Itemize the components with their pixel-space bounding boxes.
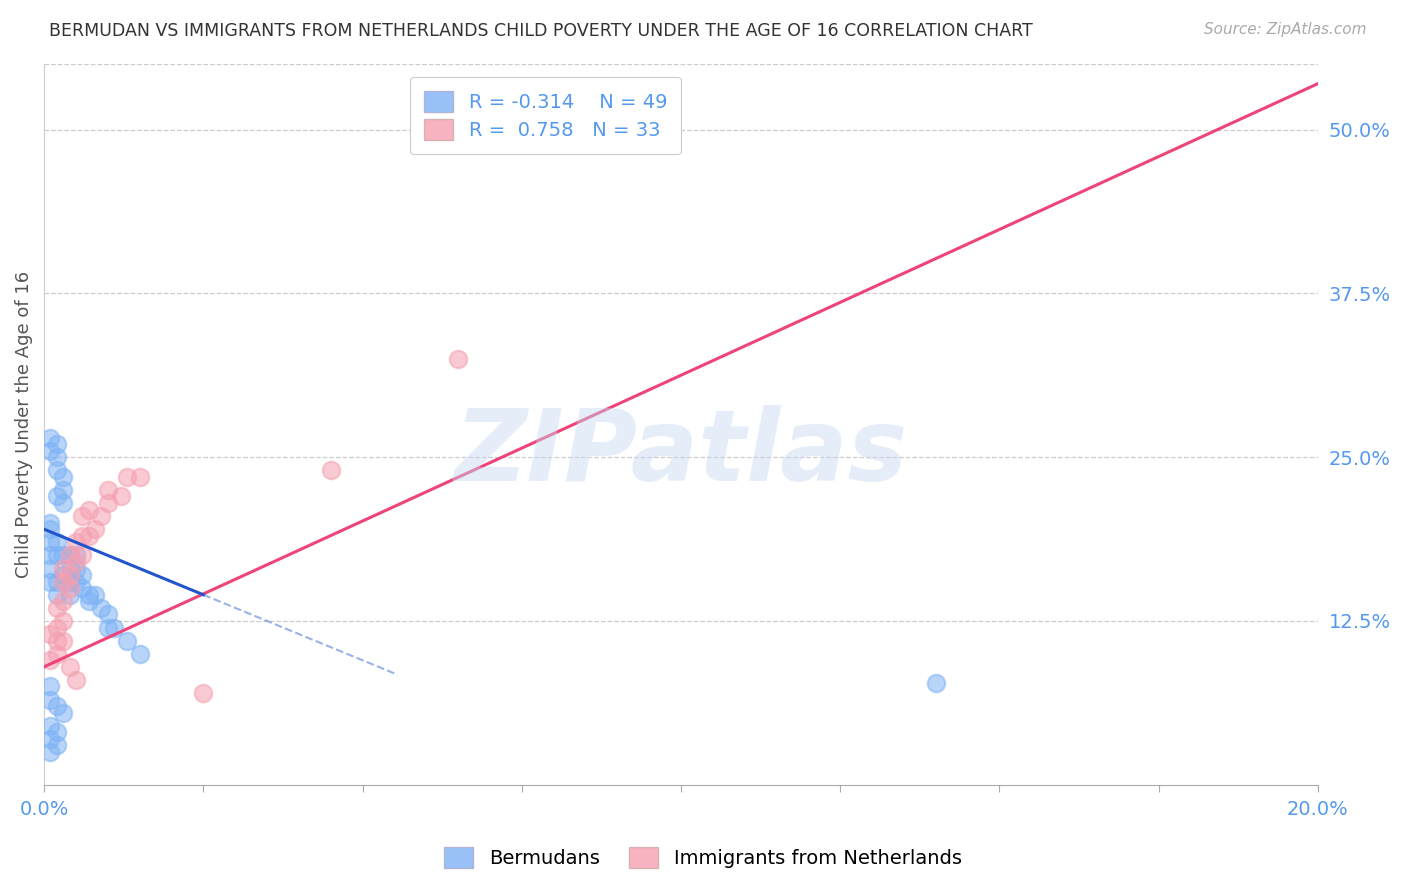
Point (58, 574, 80, 589)
Point (103, 620, 125, 634)
Point (52, 706, 75, 720)
Point (45, 633, 67, 648)
Text: BERMUDAN VS IMMIGRANTS FROM NETHERLANDS CHILD POVERTY UNDER THE AGE OF 16 CORREL: BERMUDAN VS IMMIGRANTS FROM NETHERLANDS … (49, 22, 1033, 40)
Point (65, 549, 87, 563)
Point (58, 561, 80, 575)
Point (45, 588, 67, 602)
Point (447, 351, 470, 366)
Point (39, 627, 62, 641)
Point (39, 692, 62, 706)
Point (52, 496, 75, 510)
Point (45, 574, 67, 589)
Point (45, 450, 67, 465)
Point (72, 581, 94, 595)
Point (45, 699, 67, 714)
Point (39, 443, 62, 458)
Point (97, 620, 120, 634)
Point (128, 647, 150, 661)
Point (115, 633, 138, 648)
Point (110, 490, 132, 504)
Point (45, 549, 67, 563)
Point (58, 660, 80, 674)
Point (39, 430, 62, 444)
Point (52, 574, 75, 589)
Point (77, 502, 100, 516)
Point (45, 535, 67, 549)
Point (45, 739, 67, 753)
Point (77, 529, 100, 543)
Point (77, 594, 100, 608)
Point (72, 509, 94, 524)
Point (45, 600, 67, 615)
Point (52, 633, 75, 648)
Point (72, 549, 94, 563)
Point (52, 470, 75, 484)
Point (45, 490, 67, 504)
Point (924, 675, 946, 690)
Legend: Bermudans, Immigrants from Netherlands: Bermudans, Immigrants from Netherlands (434, 838, 972, 878)
Point (45, 463, 67, 477)
Point (39, 731, 62, 746)
Point (45, 725, 67, 739)
Point (45, 437, 67, 451)
Point (39, 516, 62, 530)
Point (128, 470, 150, 484)
Point (39, 745, 62, 759)
Point (39, 535, 62, 549)
Point (97, 483, 120, 497)
Y-axis label: Child Poverty Under the Age of 16: Child Poverty Under the Age of 16 (15, 271, 32, 578)
Point (65, 535, 87, 549)
Point (84, 522, 107, 536)
Point (97, 607, 120, 622)
Point (65, 673, 87, 687)
Point (77, 588, 100, 602)
Point (52, 561, 75, 575)
Point (52, 614, 75, 628)
Point (39, 522, 62, 536)
Point (39, 561, 62, 575)
Point (39, 719, 62, 733)
Point (97, 496, 120, 510)
Point (115, 470, 138, 484)
Legend: R = -0.314    N = 49, R =  0.758   N = 33: R = -0.314 N = 49, R = 0.758 N = 33 (411, 78, 681, 153)
Point (39, 574, 62, 589)
Point (39, 549, 62, 563)
Point (84, 588, 107, 602)
Point (52, 549, 75, 563)
Point (58, 568, 80, 582)
Point (52, 568, 75, 582)
Point (193, 686, 215, 700)
Point (319, 463, 342, 477)
Text: ZIPatlas: ZIPatlas (454, 405, 907, 501)
Point (65, 561, 87, 575)
Point (72, 529, 94, 543)
Point (39, 653, 62, 667)
Point (90, 509, 112, 524)
Point (45, 620, 67, 634)
Point (58, 588, 80, 602)
Point (52, 483, 75, 497)
Point (65, 574, 87, 589)
Point (65, 555, 87, 569)
Point (52, 594, 75, 608)
Point (58, 549, 80, 563)
Text: Source: ZipAtlas.com: Source: ZipAtlas.com (1204, 22, 1367, 37)
Point (58, 581, 80, 595)
Point (72, 568, 94, 582)
Point (45, 647, 67, 661)
Point (39, 680, 62, 694)
Point (90, 600, 112, 615)
Point (58, 549, 80, 563)
